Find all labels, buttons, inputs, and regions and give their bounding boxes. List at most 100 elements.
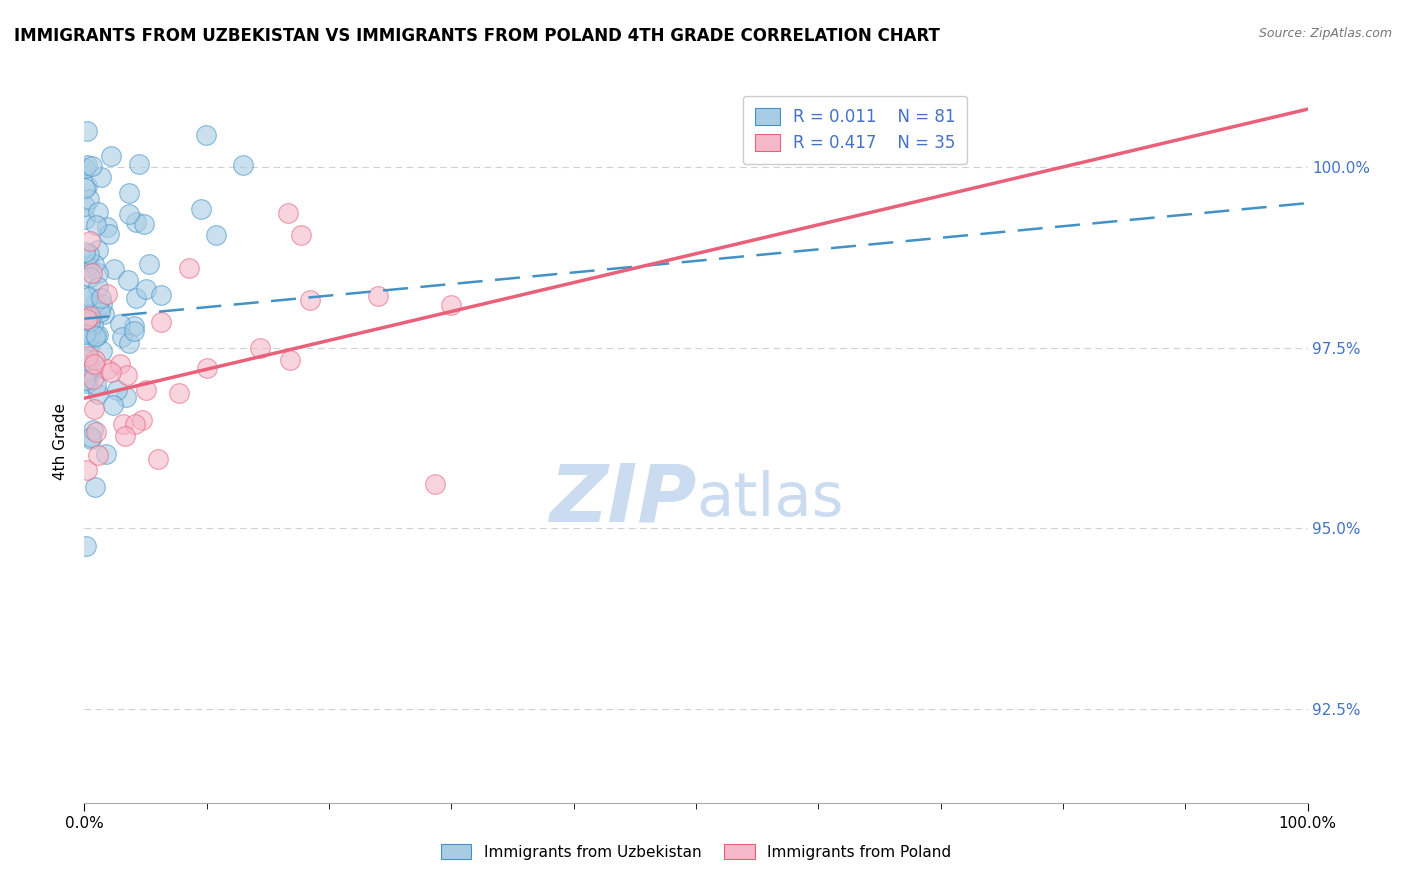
Point: [132, 217, 155, 231]
Point: [82, 318, 104, 332]
Point: [100, 365, 122, 379]
Point: [79, 309, 101, 323]
Point: [114, 390, 136, 404]
Point: [93, 306, 115, 320]
Point: [76, 258, 98, 272]
Point: [86, 218, 108, 232]
Point: [79, 340, 101, 354]
Point: [440, 298, 463, 312]
Point: [290, 228, 312, 243]
Point: [76, 179, 98, 194]
Point: [124, 417, 146, 432]
Legend: Immigrants from Uzbekistan, Immigrants from Poland: Immigrants from Uzbekistan, Immigrants f…: [433, 836, 959, 867]
Point: [73, 373, 96, 387]
Point: [82, 372, 104, 386]
Point: [77, 349, 100, 363]
Point: [117, 273, 139, 287]
Point: [84, 378, 107, 392]
Point: [90, 291, 112, 305]
Point: [117, 186, 139, 201]
Point: [82, 159, 104, 173]
Point: [87, 448, 110, 462]
Point: [75, 211, 97, 226]
Point: [146, 451, 169, 466]
Point: [76, 260, 98, 275]
Text: atlas: atlas: [696, 470, 844, 529]
Point: [367, 288, 389, 302]
Point: [87, 266, 110, 280]
Point: [76, 288, 98, 302]
Point: [125, 215, 148, 229]
Point: [135, 282, 157, 296]
Point: [79, 327, 101, 342]
Point: [84, 480, 107, 494]
Point: [79, 269, 101, 284]
Point: [96, 219, 118, 234]
Point: [73, 327, 96, 342]
Point: [278, 352, 301, 367]
Point: [167, 386, 190, 401]
Point: [80, 430, 103, 444]
Text: ZIP: ZIP: [548, 460, 696, 539]
Point: [232, 158, 254, 172]
Point: [107, 383, 129, 397]
Point: [82, 364, 104, 378]
Point: [76, 124, 98, 138]
Point: [87, 387, 110, 401]
Point: [73, 199, 96, 213]
Point: [73, 181, 96, 195]
Point: [75, 351, 97, 366]
Point: [118, 335, 141, 350]
Point: [76, 290, 98, 304]
Point: [76, 312, 98, 326]
Point: [108, 357, 131, 371]
Point: [96, 447, 118, 461]
Point: [91, 343, 114, 358]
Point: [103, 261, 125, 276]
Point: [84, 425, 107, 440]
Point: [96, 362, 118, 376]
Point: [177, 260, 200, 275]
Point: [299, 293, 322, 307]
Point: [112, 417, 135, 431]
Point: [79, 363, 101, 377]
Point: [101, 398, 124, 412]
Point: [75, 161, 97, 176]
Point: [108, 317, 131, 331]
Point: [91, 297, 114, 311]
Point: [76, 310, 98, 324]
Text: IMMIGRANTS FROM UZBEKISTAN VS IMMIGRANTS FROM POLAND 4TH GRADE CORRELATION CHART: IMMIGRANTS FROM UZBEKISTAN VS IMMIGRANTS…: [14, 27, 941, 45]
Point: [124, 291, 146, 305]
Point: [79, 192, 101, 206]
Point: [96, 287, 118, 301]
Point: [79, 234, 101, 248]
Point: [115, 368, 138, 382]
Point: [111, 330, 134, 344]
Point: [76, 463, 98, 477]
Point: [87, 328, 110, 343]
Point: [149, 288, 172, 302]
Point: [131, 413, 153, 427]
Point: [83, 402, 105, 417]
Point: [83, 357, 105, 371]
Point: [86, 243, 108, 257]
Point: [138, 257, 160, 271]
Point: [149, 315, 172, 329]
Point: [79, 314, 101, 328]
Point: [80, 267, 103, 281]
Point: [87, 280, 110, 294]
Point: [77, 247, 100, 261]
Point: [277, 206, 299, 220]
Point: [205, 227, 228, 242]
Text: Source: ZipAtlas.com: Source: ZipAtlas.com: [1258, 27, 1392, 40]
Point: [76, 376, 98, 391]
Point: [87, 205, 110, 219]
Y-axis label: 4th Grade: 4th Grade: [53, 403, 69, 480]
Point: [90, 170, 112, 185]
Point: [194, 128, 217, 143]
Point: [135, 383, 157, 397]
Point: [114, 428, 136, 442]
Point: [97, 227, 120, 241]
Point: [75, 540, 97, 554]
Point: [122, 318, 145, 333]
